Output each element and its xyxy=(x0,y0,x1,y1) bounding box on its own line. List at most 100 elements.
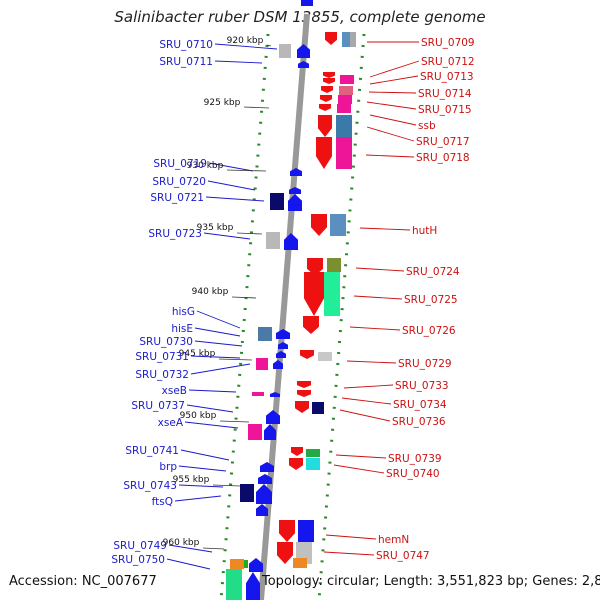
ruler-tick-line xyxy=(219,420,250,423)
gene-label-hemn[interactable]: hemN xyxy=(378,534,409,546)
gene-label-ftsq[interactable]: ftsQ xyxy=(152,496,173,508)
gene-box xyxy=(318,352,332,361)
ruler-tick-line xyxy=(243,106,270,109)
gene-label-xseb[interactable]: xseB xyxy=(162,385,187,397)
gene-box xyxy=(336,137,352,169)
label-connector xyxy=(190,355,241,359)
forward-gene-arrow xyxy=(276,351,286,358)
ruler-tick-label: 920 kbp xyxy=(227,36,264,46)
gene-label-sru-0711[interactable]: SRU_0711 xyxy=(159,56,213,68)
reverse-gene-arrow xyxy=(320,95,332,102)
ruler-tick-label: 925 kbp xyxy=(204,98,241,108)
forward-gene-arrow xyxy=(276,329,290,339)
forward-gene-arrow xyxy=(264,424,276,440)
gene-label-sru-0729[interactable]: SRU_0729 xyxy=(398,358,452,370)
label-connector xyxy=(190,363,251,375)
label-connector xyxy=(180,449,230,461)
gene-label-hise[interactable]: hisE xyxy=(171,323,193,335)
gene-label-huth[interactable]: hutH xyxy=(412,225,437,237)
gene-label-hisg[interactable]: hisG xyxy=(172,306,195,318)
gene-box xyxy=(330,214,346,236)
ruler-tick-label: 930 kbp xyxy=(187,161,224,171)
gene-label-xsea[interactable]: xseA xyxy=(158,417,184,429)
gene-label-sru-0710[interactable]: SRU_0710 xyxy=(159,39,213,51)
gene-label-sru-0743[interactable]: SRU_0743 xyxy=(123,480,177,492)
gene-label-brp[interactable]: brp xyxy=(159,461,177,473)
reverse-gene-arrow xyxy=(323,78,335,84)
gene-box xyxy=(270,193,284,210)
gene-label-sru-0721[interactable]: SRU_0721 xyxy=(150,192,204,204)
gene-label-sru-0730[interactable]: SRU_0730 xyxy=(139,336,193,348)
gene-label-sru-0724[interactable]: SRU_0724 xyxy=(406,266,460,278)
gene-box xyxy=(258,327,272,341)
forward-gene-arrow xyxy=(258,474,272,484)
gene-label-sru-0723[interactable]: SRU_0723 xyxy=(148,228,202,240)
label-connector xyxy=(188,389,237,393)
gene-label-sru-0719[interactable]: SRU_0719 xyxy=(153,158,207,170)
reverse-gene-arrow xyxy=(316,137,332,169)
gene-box xyxy=(306,458,320,470)
ruler-tick-label: 935 kbp xyxy=(197,223,234,233)
gene-box xyxy=(244,560,248,568)
gene-label-sru-0737[interactable]: SRU_0737 xyxy=(131,400,185,412)
label-connector xyxy=(366,101,417,110)
gene-label-sru-0747[interactable]: SRU_0747 xyxy=(376,550,430,562)
gene-label-sru-0740[interactable]: SRU_0740 xyxy=(386,468,440,480)
gene-features xyxy=(226,32,356,600)
gene-label-sru-0709[interactable]: SRU_0709 xyxy=(421,37,475,49)
gene-label-sru-0725[interactable]: SRU_0725 xyxy=(404,294,458,306)
reverse-gene-arrow xyxy=(300,350,314,359)
label-connector xyxy=(366,126,415,142)
map-title: Salinibacter ruber DSM 13855, complete g… xyxy=(114,8,486,26)
gene-label-sru-0736[interactable]: SRU_0736 xyxy=(392,416,446,428)
forward-gene-arrow xyxy=(297,44,310,58)
label-connector xyxy=(194,327,241,337)
gene-label-sru-0714[interactable]: SRU_0714 xyxy=(418,88,472,100)
gene-label-sru-0741[interactable]: SRU_0741 xyxy=(125,445,179,457)
label-connector xyxy=(349,326,401,331)
label-connector xyxy=(341,397,392,405)
label-connector xyxy=(166,558,211,570)
label-connector xyxy=(368,91,417,94)
gene-label-sru-0715[interactable]: SRU_0715 xyxy=(418,104,472,116)
gene-label-sru-0732[interactable]: SRU_0732 xyxy=(135,369,189,381)
forward-gene-arrow xyxy=(256,504,268,516)
label-connector xyxy=(196,310,241,329)
gene-label-sru-0739[interactable]: SRU_0739 xyxy=(388,453,442,465)
gene-label-sru-0720[interactable]: SRU_0720 xyxy=(152,176,206,188)
gene-label-sru-0734[interactable]: SRU_0734 xyxy=(393,399,447,411)
gene-box xyxy=(306,449,320,457)
gene-label-sru-0733[interactable]: SRU_0733 xyxy=(395,380,449,392)
gene-label-sru-0718[interactable]: SRU_0718 xyxy=(416,152,470,164)
reverse-gene-arrow xyxy=(279,520,295,542)
gene-box xyxy=(350,32,356,47)
gene-box xyxy=(252,392,264,396)
gene-label-sru-0712[interactable]: SRU_0712 xyxy=(421,56,475,68)
gene-box xyxy=(340,75,354,84)
gene-box xyxy=(293,558,307,568)
gene-label-sru-0713[interactable]: SRU_0713 xyxy=(420,71,474,83)
gene-box xyxy=(327,258,341,272)
scale-guides xyxy=(219,33,366,600)
label-connector xyxy=(186,404,234,413)
gene-label-sru-0731[interactable]: SRU_0731 xyxy=(135,351,189,363)
gene-box xyxy=(339,86,353,95)
gene-label-sru-0750[interactable]: SRU_0750 xyxy=(111,554,165,566)
ruler-tick-label: 945 kbp xyxy=(179,349,216,359)
forward-gene-arrow xyxy=(288,194,302,211)
gene-label-sru-0749[interactable]: SRU_0749 xyxy=(113,540,167,552)
ruler-tick-label: 955 kbp xyxy=(173,475,210,485)
forward-gene-arrow xyxy=(284,233,298,250)
ruler-tick-label: 960 kbp xyxy=(163,538,200,548)
gene-label-sru-0726[interactable]: SRU_0726 xyxy=(402,325,456,337)
gene-label-sru-0717[interactable]: SRU_0717 xyxy=(416,136,470,148)
reverse-gene-arrow xyxy=(297,381,311,388)
label-connectors xyxy=(166,41,420,570)
gene-box xyxy=(240,484,254,502)
label-connector xyxy=(355,267,405,272)
gene-labels: SRU_0710 SRU_0711 SRU_0719 SRU_0720 SRU_0721… xyxy=(111,37,474,566)
gene-label-ssb[interactable]: ssb xyxy=(418,120,436,132)
reverse-gene-arrow xyxy=(325,32,337,45)
ruler-tick-line xyxy=(218,358,253,361)
